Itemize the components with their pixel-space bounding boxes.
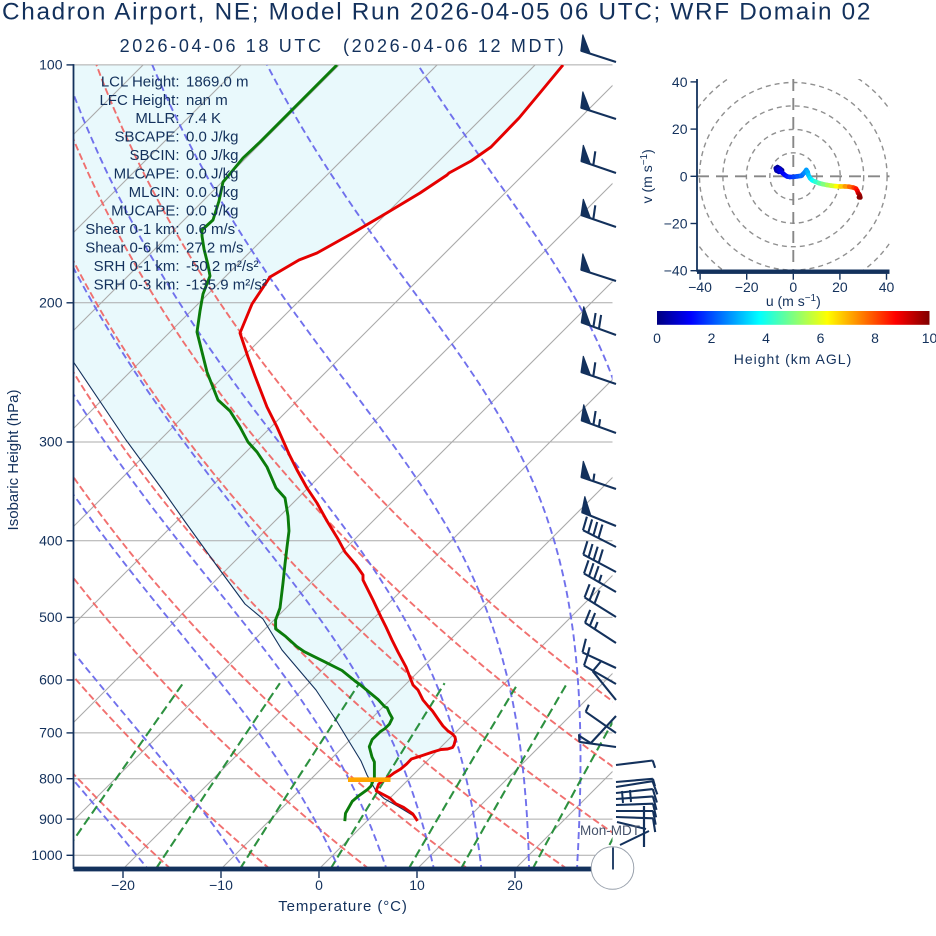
svg-text:800: 800 [39, 770, 63, 786]
svg-text:10: 10 [409, 877, 425, 893]
svg-text:Mon-MDT: Mon-MDT [580, 823, 640, 838]
svg-text:20: 20 [507, 877, 523, 893]
svg-text:Temperature (°C): Temperature (°C) [278, 898, 408, 915]
svg-text:27.2 m/s: 27.2 m/s [186, 239, 244, 256]
svg-text:8: 8 [871, 330, 879, 346]
svg-text:SBCIN:: SBCIN: [129, 147, 179, 164]
svg-text:Isobaric Height (hPa): Isobaric Height (hPa) [5, 390, 22, 531]
svg-text:6: 6 [817, 330, 825, 346]
svg-text:u (m s−1): u (m s−1) [766, 293, 821, 309]
svg-text:−40: −40 [688, 279, 712, 295]
svg-text:0: 0 [653, 330, 661, 346]
svg-text:1869.0 m: 1869.0 m [186, 73, 249, 90]
svg-text:−20: −20 [111, 877, 135, 893]
svg-text:Chadron Airport, NE; Model Run: Chadron Airport, NE; Model Run 2026-04-0… [2, 0, 872, 26]
svg-text:0: 0 [315, 877, 323, 893]
svg-text:Shear 0-6 km:: Shear 0-6 km: [85, 239, 179, 256]
svg-text:0: 0 [680, 168, 688, 184]
svg-text:MUCAPE:: MUCAPE: [111, 203, 179, 220]
svg-text:MLLR:: MLLR: [135, 110, 179, 127]
svg-text:700: 700 [39, 725, 63, 741]
svg-text:Shear 0-1 km:: Shear 0-1 km: [85, 221, 179, 238]
svg-text:nan m: nan m [186, 92, 228, 109]
svg-text:0.0 J/kg: 0.0 J/kg [186, 184, 239, 201]
svg-text:40: 40 [879, 279, 895, 295]
svg-text:−40: −40 [664, 263, 688, 279]
svg-text:600: 600 [39, 672, 63, 688]
svg-text:20: 20 [832, 279, 848, 295]
svg-text:2: 2 [708, 330, 716, 346]
svg-text:0.0 J/kg: 0.0 J/kg [186, 147, 239, 164]
svg-text:20: 20 [672, 121, 688, 137]
svg-text:−10: −10 [209, 877, 233, 893]
svg-text:LCL Height:: LCL Height: [101, 73, 180, 90]
svg-text:1000: 1000 [31, 847, 62, 863]
svg-text:SRH 0-1 km:: SRH 0-1 km: [94, 258, 180, 275]
svg-text:Height (km AGL): Height (km AGL) [734, 351, 852, 367]
svg-text:4: 4 [762, 330, 770, 346]
svg-text:MLCAPE:: MLCAPE: [114, 166, 180, 183]
svg-text:100: 100 [39, 57, 63, 73]
svg-text:LFC Height:: LFC Height: [99, 92, 179, 109]
svg-text:10: 10 [922, 330, 936, 346]
svg-text:40: 40 [672, 74, 688, 90]
svg-text:200: 200 [39, 295, 63, 311]
svg-text:-135.9 m²/s²: -135.9 m²/s² [186, 276, 267, 293]
svg-text:SBCAPE:: SBCAPE: [114, 129, 179, 146]
svg-text:−20: −20 [664, 216, 688, 232]
svg-text:−20: −20 [735, 279, 759, 295]
svg-text:0.0 J/kg: 0.0 J/kg [186, 166, 239, 183]
svg-text:0.0 J/kg: 0.0 J/kg [186, 203, 239, 220]
svg-text:0.0 J/kg: 0.0 J/kg [186, 129, 239, 146]
svg-text:7.4 K: 7.4 K [186, 110, 221, 127]
svg-text:v (m s−1): v (m s−1) [639, 149, 655, 203]
svg-text:MLCIN:: MLCIN: [129, 184, 180, 201]
svg-text:SRH 0-3 km:: SRH 0-3 km: [94, 276, 180, 293]
svg-text:900: 900 [39, 811, 63, 827]
svg-text:0.6 m/s: 0.6 m/s [186, 221, 235, 238]
svg-text:300: 300 [39, 434, 63, 450]
svg-text:0: 0 [789, 279, 797, 295]
svg-text:500: 500 [39, 609, 63, 625]
svg-text:-50.2 m²/s²: -50.2 m²/s² [186, 258, 259, 275]
svg-text:2026-04-06 18 UTC (2026-04-06: 2026-04-06 18 UTC (2026-04-06 12 MDT) [120, 36, 567, 56]
svg-text:400: 400 [39, 533, 63, 549]
